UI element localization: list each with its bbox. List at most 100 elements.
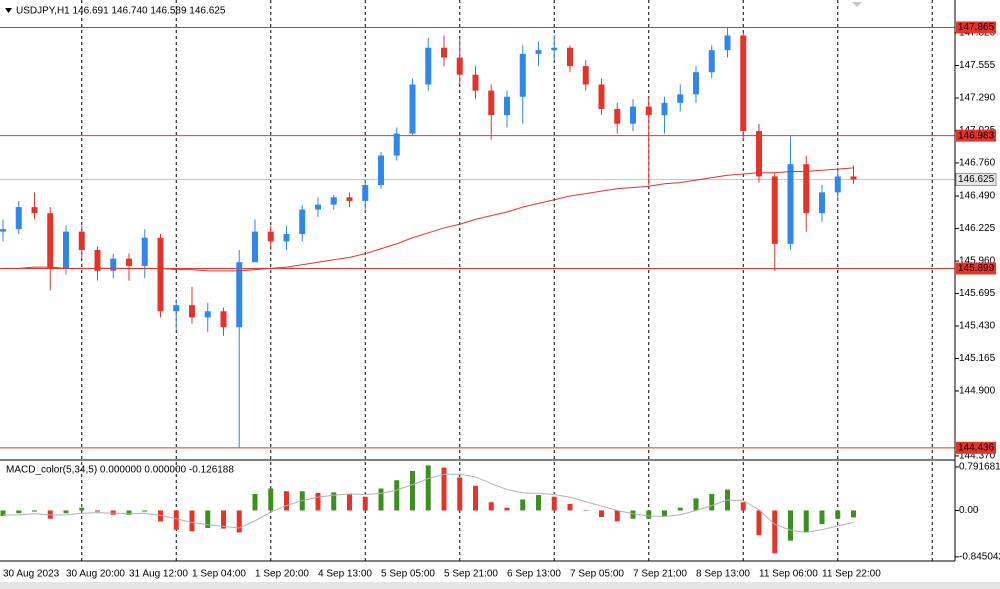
- candle-body: [472, 74, 479, 91]
- candle-body: [456, 57, 463, 75]
- candle-body: [488, 90, 495, 116]
- macd-bar: [32, 510, 37, 512]
- candle-body: [173, 305, 180, 312]
- x-tick-label: 8 Sep 13:00: [696, 569, 750, 580]
- macd-bar: [819, 510, 825, 525]
- candle-body: [708, 50, 715, 73]
- candle-body: [567, 47, 573, 67]
- macd-bar: [756, 510, 762, 536]
- macd-bar: [662, 510, 667, 516]
- indicator-title: MACD_color(5,34,5) 0.000000 0.000000 -0.…: [6, 465, 234, 476]
- candle-body: [756, 131, 762, 177]
- candle-body: [645, 106, 652, 116]
- shift-marker[interactable]: [852, 2, 862, 7]
- y-tick-label: 145.960: [959, 256, 996, 267]
- chart-title: USDJPY,H1 146.691 146.740 146.589 146.62…: [16, 6, 226, 17]
- candle-body: [787, 164, 794, 244]
- candle-body: [834, 176, 841, 193]
- candle-body: [346, 197, 353, 201]
- moving-average: [3, 167, 854, 272]
- candle-body: [441, 47, 447, 58]
- macd-bar: [158, 510, 163, 522]
- candle-body: [220, 311, 227, 328]
- macd-bar: [803, 510, 809, 533]
- macd-bar: [630, 510, 636, 519]
- candle-body: [15, 207, 22, 230]
- macd-bar: [95, 510, 100, 512]
- macd-bar: [378, 488, 384, 511]
- macd-bar: [252, 493, 258, 511]
- macd-bar: [236, 510, 242, 533]
- candle-body: [724, 35, 731, 51]
- macd-bar: [221, 510, 226, 529]
- candle-body: [252, 231, 258, 263]
- candle-body: [630, 106, 636, 124]
- macd-bar: [677, 507, 683, 511]
- macd-bar: [646, 510, 652, 519]
- macd-bar: [0, 510, 6, 516]
- price-level-label: 144.436: [958, 442, 995, 453]
- x-tick-label: 7 Sep 05:00: [570, 569, 624, 580]
- candle-body: [0, 229, 6, 232]
- candle-body: [551, 47, 558, 51]
- y-tick-label: 145.695: [959, 288, 996, 299]
- macd-bar: [614, 510, 620, 522]
- macd-bar: [79, 507, 85, 511]
- macd-bar: [473, 485, 478, 511]
- candle-body: [582, 66, 589, 85]
- macd-bar: [567, 503, 573, 511]
- candle-body: [236, 262, 243, 328]
- y-tick-label: 145.430: [959, 321, 996, 332]
- price-level-label: 146.983: [958, 130, 995, 141]
- x-tick-label: 11 Sep 06:00: [759, 569, 818, 580]
- macd-bar: [173, 510, 179, 530]
- x-tick-label: 30 Aug 20:00: [66, 569, 125, 580]
- macd-bar: [63, 510, 69, 514]
- candle-body: [598, 84, 605, 110]
- macd-bar: [599, 510, 604, 518]
- macd-bar: [189, 510, 195, 532]
- x-tick-label: 11 Sep 22:00: [822, 569, 881, 580]
- y-tick-label: 0.00: [959, 505, 979, 516]
- candle-body: [819, 192, 825, 214]
- macd-bar: [504, 507, 510, 511]
- candle-body: [535, 50, 542, 54]
- candle-body: [661, 102, 668, 116]
- scrollbar: [0, 582, 1000, 589]
- macd-bar: [268, 488, 274, 511]
- macd-bar: [835, 510, 841, 519]
- candle-body: [504, 96, 510, 116]
- candle-body: [47, 213, 54, 269]
- macd-bar: [142, 510, 148, 512]
- candle-body: [110, 258, 117, 271]
- x-tick-label: 30 Aug 2023: [3, 569, 60, 580]
- y-tick-label: 145.165: [959, 353, 996, 364]
- candle-body: [425, 47, 432, 85]
- macd-bar: [410, 470, 415, 511]
- candle-body: [330, 197, 337, 205]
- candle-body: [740, 35, 747, 132]
- price-level-tag: [956, 262, 996, 275]
- macd-bar: [110, 510, 116, 515]
- candle-body: [771, 176, 778, 244]
- x-tick-label: 6 Sep 13:00: [507, 569, 561, 580]
- macd-bar: [536, 495, 541, 511]
- candle-body: [204, 311, 211, 318]
- macd-bar: [362, 496, 368, 511]
- candle-body: [299, 209, 306, 235]
- macd-bar: [740, 502, 746, 511]
- macd-bar: [457, 477, 463, 511]
- y-tick-label: 146.490: [959, 191, 996, 202]
- x-tick-label: 5 Sep 05:00: [381, 569, 435, 580]
- price-level-label: 145.899: [958, 263, 995, 274]
- price-level-tag: [956, 21, 996, 34]
- menu-arrow[interactable]: [5, 8, 12, 13]
- macd-bar: [205, 510, 211, 529]
- macd-bar: [520, 499, 526, 511]
- candle-body: [157, 237, 164, 312]
- candle-body: [362, 185, 369, 201]
- candle-body: [409, 84, 416, 134]
- x-tick-label: 1 Sep 04:00: [192, 569, 246, 580]
- x-tick-label: 5 Sep 21:00: [444, 569, 498, 580]
